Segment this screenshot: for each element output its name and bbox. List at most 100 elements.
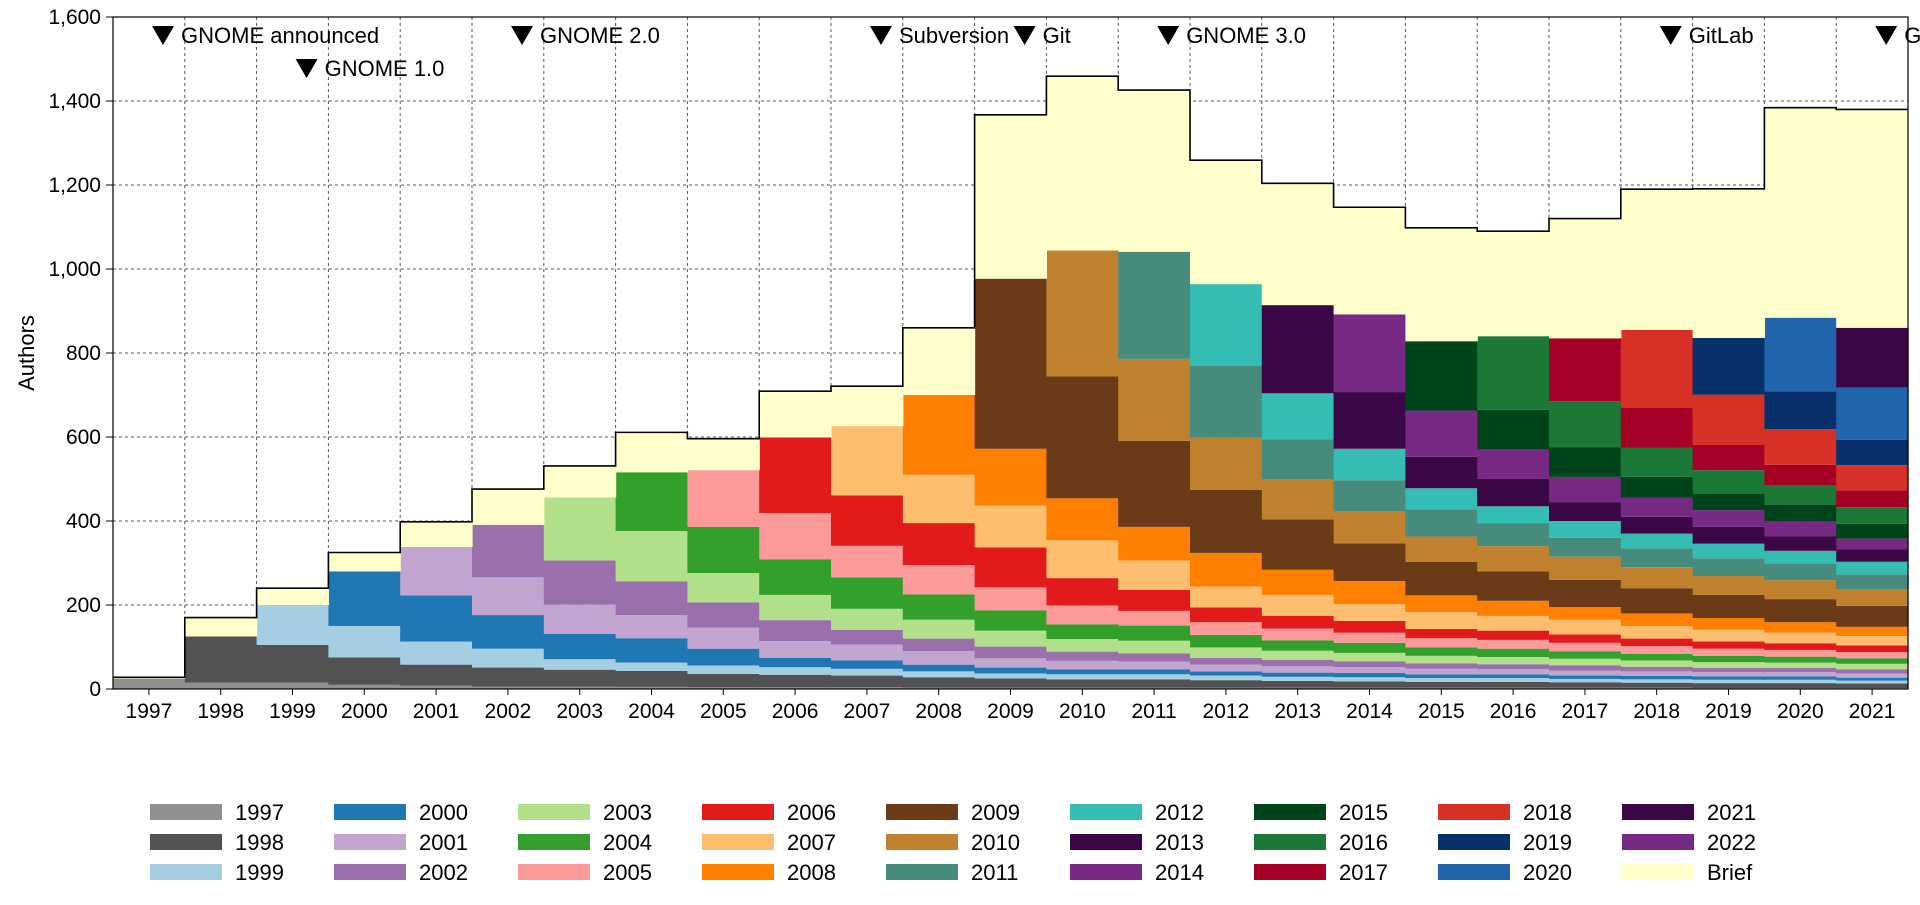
bar-segment-2006-2021 [1836,645,1909,653]
x-tick-label-1998: 1998 [197,700,244,723]
bar-segment-1999-2003 [543,659,617,670]
bar-segment-1998-2006 [759,674,832,688]
bar-segment-2014-2016 [1477,449,1550,479]
bar-segment-2001-2015 [1405,668,1478,675]
bar-segment-2010-2021 [1836,589,1909,606]
bar-segment-2012-2014 [1333,448,1406,481]
legend-swatch-2005 [518,864,590,880]
bar-segment-2004-2015 [1405,647,1478,656]
y-tick-label: 800 [66,342,101,365]
y-tick-label: 1,000 [48,258,101,281]
bar-segment-1999-2018 [1620,679,1694,683]
bar-segment-2007-2009 [974,505,1047,548]
bar-segment-2011-2018 [1620,548,1694,568]
annotation-marker-icon [1157,26,1180,45]
bar-segment-2017-2017 [1549,338,1622,402]
bar-segment-2010-2011 [1118,358,1191,441]
legend-label-2011: 2011 [971,860,1018,885]
bar-segment-2007-2020 [1764,632,1837,644]
bar-segment-2008-2008 [902,395,976,475]
bar-segment-2006-2014 [1333,620,1406,633]
bar-segment-2006-2017 [1549,634,1622,643]
bar-segment-2003-2016 [1477,657,1550,665]
bar-segment-brief-2010 [1046,76,1119,251]
bar-segment-brief-2005 [687,438,760,471]
bar-segment-2007-2011 [1118,560,1191,590]
bar-segment-2005-2020 [1764,649,1837,657]
bar-segment-1999-2015 [1405,678,1478,682]
bar-segment-2000-2007 [831,660,904,669]
bar-segment-2010-2015 [1405,536,1478,562]
bar-segment-2005-2005 [687,470,760,527]
bar-segment-2006-2013 [1261,615,1335,629]
bar-segment-2009-2014 [1333,543,1406,582]
bar-segment-1999-2005 [687,665,760,674]
annotation-label: GitLab [1689,23,1754,48]
bar-segment-2010-2020 [1764,580,1837,600]
legend-swatch-2002 [334,864,406,880]
bar-segment-1999-2013 [1261,676,1335,682]
bar-segment-2019-2020 [1764,391,1837,430]
x-tick-label-2012: 2012 [1203,700,1250,723]
bar-segment-2004-2014 [1333,642,1406,653]
bar-segment-1997-2006 [759,687,832,689]
bar-segment-2002-2002 [472,524,545,578]
bar-segment-2014-2020 [1764,521,1837,537]
x-tick-label-2015: 2015 [1418,700,1465,723]
bar-segment-1998-1999 [256,644,329,683]
bar-segment-1997-2008 [902,687,976,689]
bar-segment-brief-2002 [472,489,545,525]
bar-segment-brief-2009 [974,114,1047,279]
bar-segment-2006-2008 [902,523,976,566]
legend-label-2021: 2021 [1707,800,1756,825]
x-tick-label-2000: 2000 [341,700,388,723]
legend-label-2002: 2002 [419,860,468,885]
bar-segment-1997-2004 [615,686,688,689]
bar-segment-2004-2018 [1620,653,1694,661]
bar-segment-2001-2013 [1261,666,1335,673]
legend-label-2019: 2019 [1523,830,1572,855]
bar-segment-2016-2021 [1836,507,1909,524]
bar-segment-2004-2005 [687,526,760,574]
bar-segment-2000-2013 [1261,672,1335,677]
bar-segment-2009-2021 [1836,605,1909,627]
x-tick-label-2002: 2002 [485,700,532,723]
legend-swatch-2000 [334,804,406,820]
x-tick-label-2013: 2013 [1274,700,1321,723]
bar-segment-1997-2011 [1118,687,1191,689]
bar-segment-1998-2017 [1549,682,1622,688]
bar-segment-2005-2010 [1046,605,1119,625]
bar-segment-2006-2019 [1692,641,1765,649]
bar-segment-brief-2018 [1620,189,1694,330]
bar-segment-1998-2013 [1261,681,1335,688]
legend-label-2017: 2017 [1339,860,1388,885]
bar-segment-2009-2017 [1549,579,1622,608]
bar-segment-2000-2018 [1620,675,1694,680]
legend-swatch-2007 [702,834,774,850]
bar-segment-brief-2003 [543,465,617,498]
bar-segment-2009-2012 [1190,489,1263,553]
bar-segment-2011-2019 [1692,558,1765,577]
bar-segment-2020-2021 [1836,387,1909,440]
legend-label-2000: 2000 [419,800,468,825]
bar-segment-2002-2019 [1692,668,1765,673]
bar-segment-1997-2003 [543,686,617,689]
bar-segment-2003-2017 [1549,658,1622,666]
bar-segment-2002-2011 [1118,653,1191,662]
bar-segment-1997-2017 [1549,687,1622,689]
bar-segment-1999-2009 [974,673,1047,679]
bar-segment-2005-2006 [759,513,832,560]
bar-segment-2005-2021 [1836,652,1909,659]
y-tick-label: 1,600 [48,6,101,29]
total-step-outline [113,75,1908,679]
bar-segment-2002-2016 [1477,664,1550,670]
bar-segment-2008-2015 [1405,595,1478,613]
bar-segment-2010-2018 [1620,567,1694,589]
bar-segment-2014-2018 [1620,497,1694,517]
bar-segment-2003-2004 [615,531,688,582]
bar-segment-2003-2010 [1046,639,1119,652]
legend-swatch-2016 [1254,834,1326,850]
legend-label-2010: 2010 [971,830,1020,855]
annotation-label: GNOME 1.0 [325,56,445,81]
bar-segment-2001-2016 [1477,669,1550,675]
